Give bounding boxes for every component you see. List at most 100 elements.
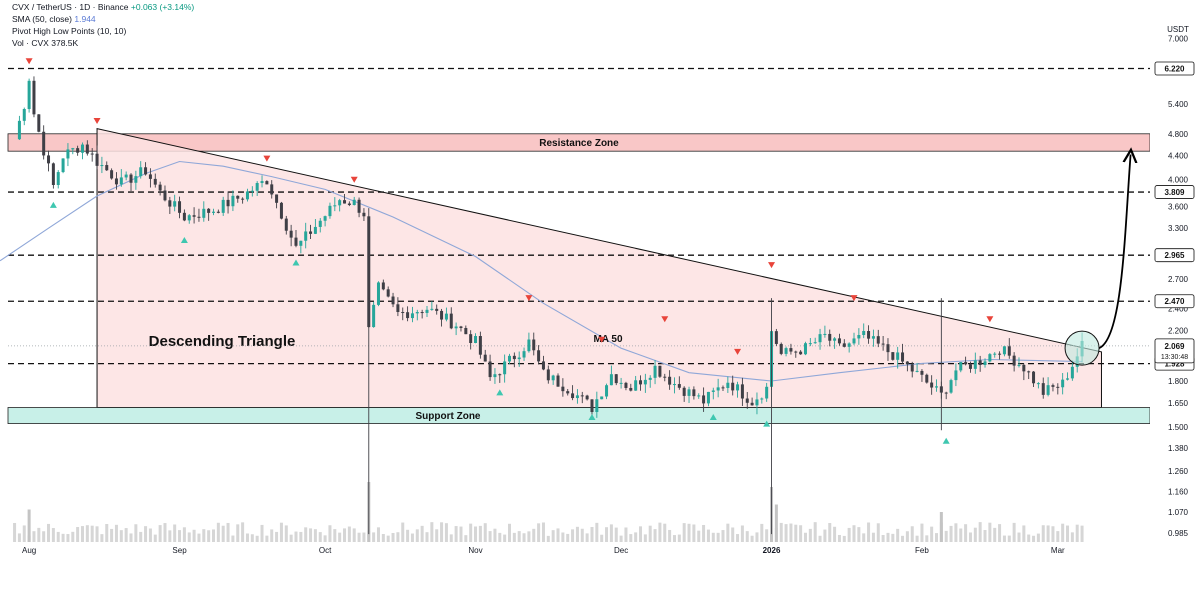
volume-bar: [600, 534, 604, 542]
candle: [546, 365, 550, 384]
candle-body: [745, 398, 749, 403]
candle: [459, 325, 463, 332]
price-change: +0.063 (+3.14%): [130, 2, 195, 12]
candle-body: [1007, 346, 1011, 356]
candle-body: [1046, 385, 1050, 395]
symbol-label[interactable]: CVX / TetherUS · 1D · Binance: [12, 2, 129, 12]
candle: [828, 329, 832, 347]
candle: [998, 351, 1002, 360]
candle: [1032, 371, 1036, 387]
volume-bar: [474, 526, 478, 542]
candle: [498, 373, 502, 383]
candle: [80, 142, 84, 160]
candle-body: [95, 153, 99, 166]
volume-bar: [794, 524, 798, 542]
volume-bar: [221, 525, 225, 542]
legend-sma-row[interactable]: SMA (50, close) 1.944: [12, 14, 96, 24]
last-price-tag: [1154, 338, 1195, 364]
volume-bar: [32, 531, 36, 542]
candle-body: [173, 201, 177, 207]
candle-body: [566, 391, 570, 394]
y-tick-label: 7.000: [1168, 35, 1189, 44]
volume-bar: [639, 526, 643, 542]
candle: [90, 148, 94, 162]
volume-bar: [566, 533, 570, 542]
candle: [609, 365, 613, 386]
candle: [702, 387, 706, 412]
candle: [857, 328, 861, 345]
candle: [270, 180, 274, 199]
volume-bar: [435, 529, 439, 542]
volume-bar: [663, 523, 667, 542]
candle: [153, 173, 157, 188]
candle-body: [27, 80, 31, 110]
candle: [842, 339, 846, 348]
level-price-label: 2.965: [1164, 251, 1185, 260]
volume-bar: [765, 529, 769, 542]
volume-bar: [891, 533, 895, 542]
volume-bar: [241, 522, 245, 542]
candle: [168, 196, 172, 214]
pivot-high-marker: [850, 295, 858, 302]
volume-bar: [643, 534, 647, 542]
candle: [605, 383, 609, 400]
candle: [56, 170, 60, 189]
candle-body: [842, 343, 846, 347]
legend-volume-row[interactable]: Vol · CVX 378.5K: [12, 38, 78, 48]
volume-bar: [595, 522, 599, 542]
candle-body: [910, 364, 914, 372]
candle: [799, 350, 803, 355]
volume-bar: [512, 532, 516, 542]
volume-bar: [954, 523, 958, 542]
candle-body: [915, 370, 919, 372]
candle: [381, 279, 385, 291]
sma-value: 1.944: [74, 14, 96, 24]
candle-body: [343, 200, 347, 204]
volume-bar: [236, 524, 240, 542]
volume-bar: [95, 526, 99, 542]
volume-bar: [245, 533, 249, 542]
candle: [760, 397, 764, 404]
legend-pivot-row[interactable]: Pivot High Low Points (10, 10): [12, 26, 126, 36]
volume-bar: [1027, 534, 1031, 542]
volume-bar: [915, 535, 919, 542]
candle-body: [362, 212, 366, 217]
candle: [464, 325, 468, 335]
candle: [207, 208, 211, 221]
candle-body: [309, 231, 313, 234]
candle: [648, 375, 652, 388]
volume-bar: [454, 526, 458, 542]
candle-body: [270, 184, 274, 195]
candle-body: [740, 384, 744, 399]
volume-bar: [420, 525, 424, 542]
volume-bar: [808, 528, 812, 542]
candle-body: [493, 374, 497, 378]
candle-body: [978, 360, 982, 365]
candle: [925, 373, 929, 384]
candle-body: [503, 361, 507, 375]
candle-body: [401, 312, 405, 314]
candle-body: [22, 109, 26, 121]
volume-bar: [333, 529, 337, 542]
volume-bar: [1080, 525, 1084, 542]
candle-body: [959, 362, 963, 371]
volume-bar: [871, 532, 875, 542]
candle-body: [896, 352, 900, 360]
volume-bar: [80, 526, 84, 542]
volume-bar: [260, 524, 264, 542]
volume-label: Vol · CVX: [12, 38, 49, 48]
volume-bar: [299, 531, 303, 542]
candle-body: [119, 177, 123, 185]
candle: [187, 213, 191, 224]
candle-body: [808, 343, 812, 345]
volume-bar: [352, 528, 356, 542]
candle: [318, 218, 322, 233]
volume-bar: [469, 523, 473, 542]
volume-bar: [847, 527, 851, 542]
candle: [901, 343, 905, 364]
volume-bar: [706, 529, 710, 542]
volume-bar: [925, 535, 929, 542]
volume-bar: [110, 528, 114, 542]
